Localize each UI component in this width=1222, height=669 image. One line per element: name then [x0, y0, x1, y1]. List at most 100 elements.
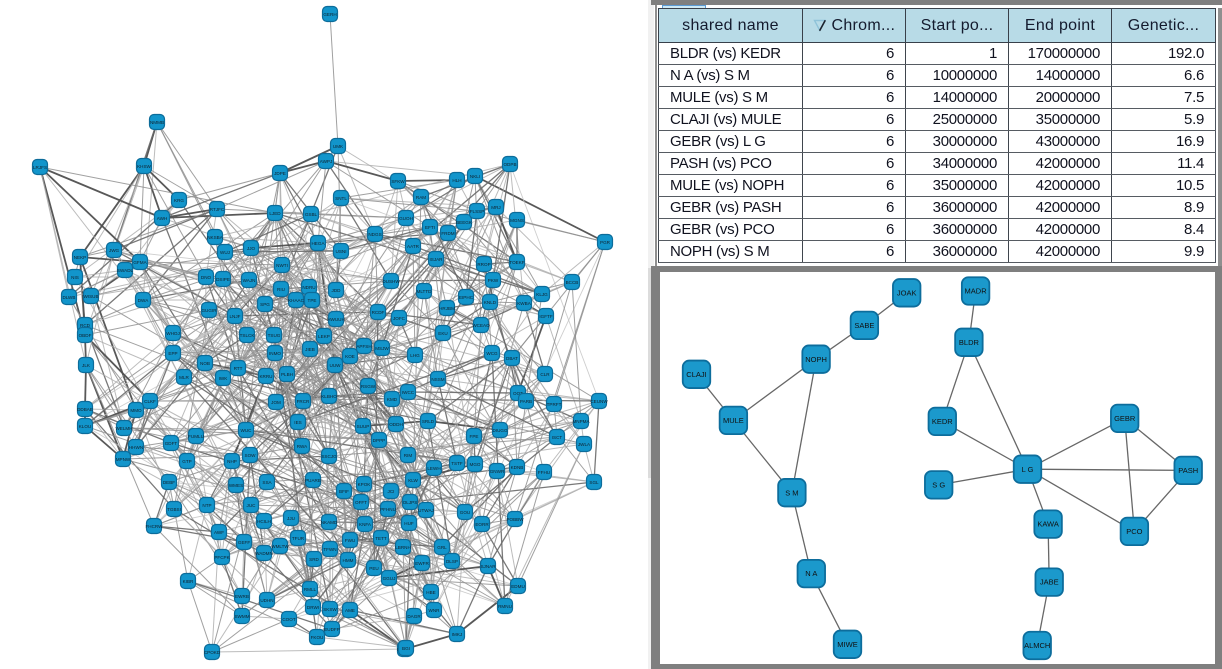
svg-text:NDRU: NDRU	[302, 285, 315, 290]
svg-text:BFIF: BFIF	[339, 489, 349, 494]
svg-text:OOT: OOT	[513, 391, 523, 396]
svg-text:CEUNW: CEUNW	[590, 399, 608, 404]
svg-text:ISCT: ISCT	[552, 435, 563, 440]
svg-text:FHCRW: FHCRW	[145, 524, 163, 529]
svg-text:DSIPE: DSIPE	[216, 277, 230, 282]
svg-text:GGUJ: GGUJ	[383, 576, 396, 581]
svg-text:MLTTD: MLTTD	[417, 289, 433, 294]
svg-text:TETT: TETT	[375, 536, 387, 541]
svg-text:SGL: SGL	[589, 480, 599, 485]
svg-text:PFHNU: PFHNU	[380, 507, 396, 512]
svg-text:GTP: GTP	[182, 459, 191, 464]
svg-text:EIPHC: EIPHC	[459, 295, 474, 300]
svg-text:NEKP: NEKP	[74, 255, 87, 260]
svg-text:GUGIR: GUGIR	[201, 308, 217, 313]
svg-text:KPOK: KPOK	[358, 482, 372, 487]
svg-text:HWUUH: HWUUH	[327, 317, 345, 322]
svg-text:LRJFS: LRJFS	[33, 165, 47, 170]
svg-text:WELMH: WELMH	[115, 426, 132, 431]
svg-text:S M: S M	[785, 488, 798, 497]
svg-text:DNO: DNO	[201, 275, 212, 280]
svg-text:PLBH: PLBH	[281, 372, 293, 377]
svg-text:JWG: JWG	[109, 248, 120, 253]
svg-text:PFCPK: PFCPK	[214, 555, 230, 560]
svg-text:LBRNH: LBRNH	[395, 545, 411, 550]
svg-text:L G: L G	[1022, 465, 1034, 474]
svg-text:HUF: HUF	[404, 521, 414, 526]
svg-text:RMLL: RMLL	[304, 587, 317, 592]
svg-text:IWK: IWK	[219, 376, 229, 381]
svg-text:RROP: RROP	[477, 262, 490, 267]
svg-text:CLKF: CLKF	[144, 399, 156, 404]
svg-text:AWH: AWH	[157, 216, 168, 221]
svg-text:ODDH: ODDH	[389, 422, 403, 427]
svg-text:PGR: PGR	[600, 240, 611, 245]
svg-text:UDHN: UDHN	[260, 598, 273, 603]
svg-text:FKOU: FKOU	[311, 635, 324, 640]
svg-text:JLK: JLK	[82, 363, 91, 368]
svg-text:GFMA: GFMA	[133, 260, 147, 265]
svg-text:WISUB: WISUB	[83, 294, 98, 299]
svg-text:IMKJ: IMKJ	[452, 632, 462, 637]
svg-text:PCO: PCO	[1126, 527, 1142, 536]
svg-text:UTWAJ: UTWAJ	[418, 508, 434, 513]
svg-text:MADR: MADR	[965, 287, 988, 296]
svg-text:JDD: JDD	[332, 288, 342, 293]
svg-text:KEDR: KEDR	[932, 417, 953, 426]
svg-text:GOU: GOU	[460, 510, 470, 515]
svg-text:FRCR: FRCR	[297, 399, 310, 404]
svg-text:HBE: HBE	[426, 590, 435, 595]
svg-text:KMD: KMD	[387, 397, 398, 402]
svg-text:EWFR: EWFR	[415, 561, 429, 566]
svg-text:POBBW: POBBW	[506, 517, 524, 522]
svg-text:TSTF: TSTF	[451, 461, 463, 466]
svg-text:HCILH: HCILH	[257, 519, 271, 524]
svg-text:WCG: WCG	[486, 351, 498, 356]
svg-text:GEFF: GEFF	[238, 540, 250, 545]
svg-text:FFHU: FFHU	[538, 470, 550, 475]
svg-text:KWBA: KWBA	[517, 301, 531, 306]
svg-text:DRWI: DRWI	[307, 605, 319, 610]
svg-text:KLBHO: KLBHO	[321, 394, 337, 399]
svg-text:BEEGK: BEEGK	[456, 220, 473, 225]
svg-text:KLOU: KLOU	[79, 424, 92, 429]
svg-text:IES: IES	[294, 420, 301, 425]
svg-text:KRG: KRG	[174, 198, 184, 203]
svg-text:DUSHW: DUSHW	[382, 279, 400, 284]
svg-text:PEU: PEU	[369, 566, 378, 571]
svg-text:WMLTW: WMLTW	[271, 544, 289, 549]
svg-text:DDBAE: DDBAE	[77, 407, 93, 412]
svg-text:DBAT: DBAT	[506, 356, 518, 361]
svg-text:BGI: BGI	[402, 646, 410, 651]
svg-text:TSUG: TSUG	[268, 333, 281, 338]
svg-text:KLW: KLW	[408, 478, 418, 483]
svg-text:EDMU: EDMU	[511, 584, 525, 589]
svg-text:EUDFP: EUDFP	[324, 627, 340, 632]
svg-text:TSLCK: TSLCK	[240, 333, 256, 338]
svg-text:WCEAO: WCEAO	[472, 323, 490, 328]
svg-text:PKW: PKW	[488, 278, 499, 283]
svg-text:WAJN: WAJN	[243, 278, 256, 283]
svg-text:EFTI: EFTI	[425, 225, 435, 230]
svg-text:FLSSP: FLSSP	[470, 209, 485, 214]
svg-text:KNLD: KNLD	[484, 300, 497, 305]
svg-text:JOAK: JOAK	[897, 288, 917, 297]
svg-text:SWADL: SWADL	[117, 268, 134, 273]
svg-text:JABE: JABE	[1040, 578, 1059, 587]
svg-text:KHAAC: KHAAC	[288, 298, 305, 303]
svg-text:GRL: GRL	[437, 545, 447, 550]
svg-text:AATR: AATR	[407, 244, 420, 249]
svg-text:RAM: RAM	[416, 195, 426, 200]
svg-text:SNTL: SNTL	[335, 196, 347, 201]
svg-text:RTT: RTT	[234, 366, 243, 371]
svg-text:FRDM: FRDM	[441, 231, 454, 236]
svg-text:IWCC: IWCC	[402, 390, 415, 395]
svg-text:SFKW: SFKW	[391, 179, 405, 184]
svg-text:MIWE: MIWE	[837, 640, 857, 649]
svg-text:JCI: JCI	[388, 489, 395, 494]
svg-text:USNI: USNI	[336, 249, 347, 254]
svg-text:MULE: MULE	[723, 416, 744, 425]
svg-text:HHWN: HHWN	[129, 445, 143, 450]
svg-text:S G: S G	[932, 481, 945, 490]
svg-text:NOB: NOB	[200, 361, 210, 366]
